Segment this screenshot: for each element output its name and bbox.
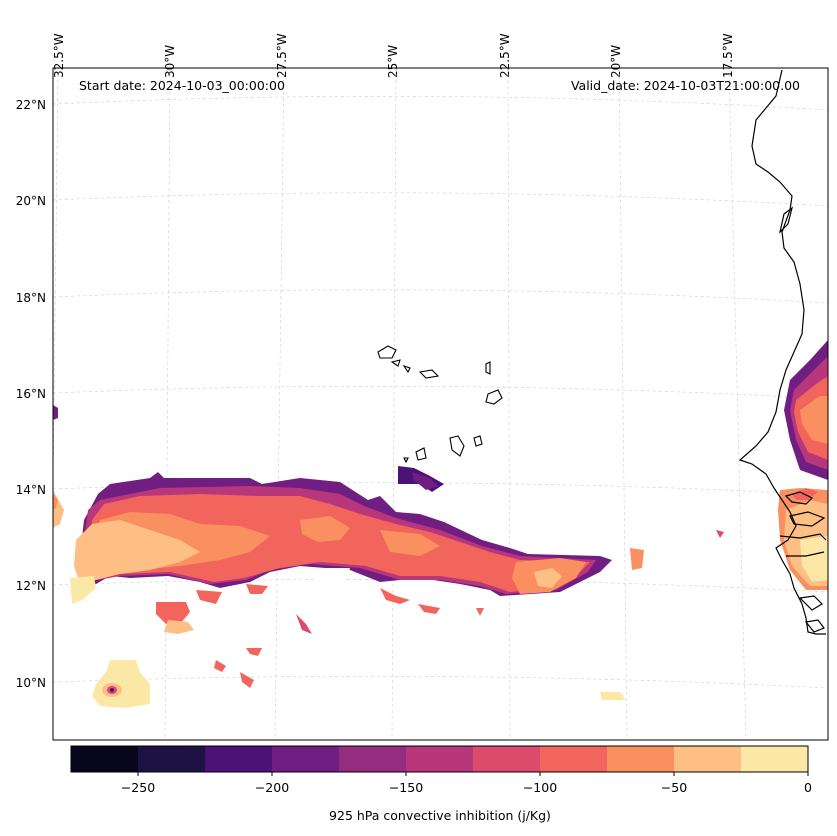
- lat-label-16n: 16°N: [15, 387, 46, 401]
- contour-band-mid-orange-2: [380, 530, 440, 556]
- colorbar-tick-label: −50: [660, 780, 688, 795]
- graticule: [53, 68, 828, 740]
- colorbar-tick-label: 0: [804, 780, 812, 795]
- cape-verde-islands: [377, 345, 503, 464]
- contour-band-white-hole-2: [226, 590, 242, 602]
- coastline: [738, 69, 827, 635]
- cin-west: [53, 405, 96, 604]
- contour-band-lightorange: [74, 520, 200, 584]
- cin-scattered: [156, 530, 724, 700]
- colorbar-tick-label: −150: [388, 780, 424, 795]
- colorbar-tick-label: −200: [254, 780, 290, 795]
- valid-date-label: Valid_date: 2024-10-03T21:00:00.00: [570, 78, 800, 93]
- colorbar-tick-label: −100: [522, 780, 558, 795]
- cin-band-main: [74, 472, 612, 602]
- lat-label-10n: 10°N: [15, 676, 46, 690]
- colorbar-title: 925 hPa convective inhibition (j/Kg): [329, 808, 551, 823]
- contour-band-yellow-east: [534, 568, 562, 588]
- cin-southwest-blob: [92, 660, 150, 708]
- lat-label-18n: 18°N: [15, 291, 46, 305]
- lat-label-12n: 12°N: [15, 579, 46, 593]
- colorbar-tick-label: −250: [120, 780, 156, 795]
- start-date-label: Start date: 2024-10-03_00:00:00: [79, 78, 285, 93]
- lat-label-14n: 14°N: [15, 483, 46, 497]
- contour-band-mid-orange: [300, 516, 350, 542]
- contour-band-white-hole: [310, 568, 350, 582]
- lat-label-22n: 22°N: [15, 98, 46, 112]
- cin-capeverde-blob: [398, 466, 444, 492]
- contour-band-red: [90, 494, 590, 592]
- lat-label-20n: 20°N: [15, 194, 46, 208]
